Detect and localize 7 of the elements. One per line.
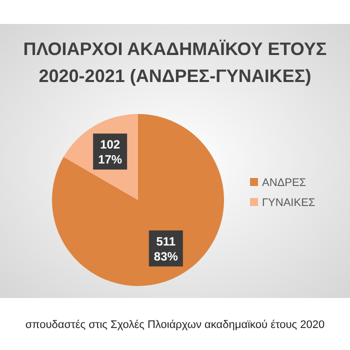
data-label: 102 17% [98, 138, 122, 167]
legend-label: ΓΥΝΑΙΚΕΣ [262, 197, 316, 209]
legend-label: ΑΝΔΡΕΣ [262, 177, 306, 189]
text: σπουδαστές στις Σχολές Πλοιάρχων ακαδημαϊκού έτους 2020 [25, 319, 325, 331]
chart-title: ΠΛΟΙΑΡΧΟΙ ΑΚΑΔΗΜΑΪΚΟΥ ΕΤΟΥΣ 2020-2021 (ΑΝΔΡΕΣ-ΓΥΝΑΙΚΕΣ) [23, 39, 327, 86]
pie-slice [52, 114, 224, 286]
data-label: 511 83% [154, 234, 178, 264]
